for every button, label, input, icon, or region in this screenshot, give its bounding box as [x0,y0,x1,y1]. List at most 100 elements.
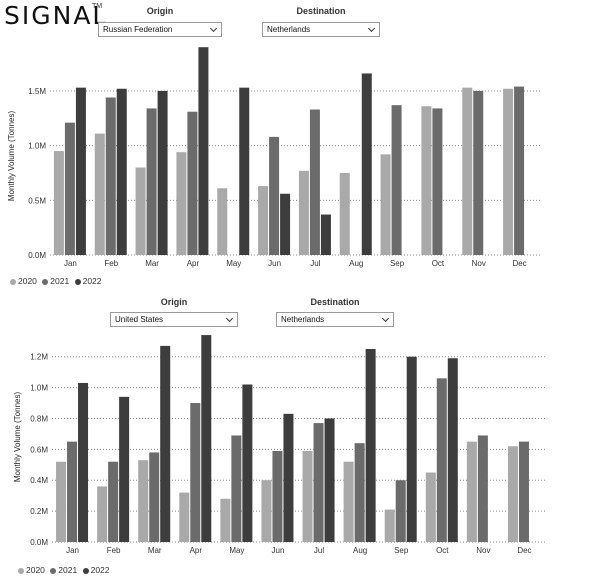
bar-2022-jul[interactable] [320,214,331,255]
x-tick-label: Sep [394,546,409,555]
legend-item[interactable]: 2021 [50,565,77,575]
bar-2020-jul[interactable] [302,450,313,542]
origin-dropdown[interactable]: Russian Federation [98,22,222,37]
chevron-down-icon [225,314,234,323]
destination-label: Destination [296,6,346,16]
bar-2020-mar[interactable] [138,460,149,542]
legend-item[interactable]: 2020 [10,276,37,286]
chevron-down-icon [367,24,376,33]
bar-2020-aug[interactable] [343,461,354,542]
bar-2021-apr[interactable] [187,111,198,255]
bar-2021-feb[interactable] [108,461,119,542]
chart-legend: 2020 2021 2022 [18,565,113,575]
legend-item[interactable]: 2022 [82,565,110,575]
x-tick-label: Oct [432,259,445,268]
bar-2020-dec[interactable] [503,88,514,255]
bar-2020-may[interactable] [220,498,231,542]
bar-2022-jan[interactable] [75,87,86,255]
y-tick-label: 0.2M [30,507,48,516]
bar-2020-mar[interactable] [135,167,146,256]
legend-item[interactable]: 2022 [74,276,102,286]
x-tick-label: Jul [310,259,320,268]
bar-2022-aug[interactable] [361,73,372,255]
bar-2021-jan[interactable] [64,122,75,255]
origin-dropdown[interactable]: United States [110,312,238,327]
legend-item[interactable]: 2021 [42,276,69,286]
bar-2022-apr[interactable] [201,335,212,542]
bar-2021-mar[interactable] [149,452,160,542]
bar-2020-nov[interactable] [462,87,473,255]
x-tick-label: Feb [107,546,121,555]
chart-legend: 2020 2021 2022 [10,276,105,286]
destination-value: Netherlands [281,315,325,324]
bar-2022-jan[interactable] [78,382,89,542]
bar-2020-oct[interactable] [425,472,436,542]
bar-2022-aug[interactable] [365,348,376,542]
x-tick-label: Feb [104,259,118,268]
bar-2020-jan[interactable] [53,151,64,255]
bar-2020-feb[interactable] [97,486,108,542]
bar-2021-oct[interactable] [436,378,447,542]
bar-2021-jun[interactable] [269,136,280,255]
bar-2020-dec[interactable] [507,446,518,542]
bar-2021-sep[interactable] [395,480,406,542]
origin-label: Origin [146,6,174,16]
bar-2022-jun[interactable] [280,193,291,255]
bar-2022-mar[interactable] [160,345,171,542]
x-tick-label: Dec [517,546,531,555]
x-tick-label: Nov [472,259,486,268]
bar-2021-mar[interactable] [146,108,157,255]
bar-2022-mar[interactable] [157,90,168,255]
bar-2022-may[interactable] [239,87,250,255]
y-tick-label: 1.5M [28,87,46,96]
bar-2021-jun[interactable] [272,450,283,542]
bar-2021-nov[interactable] [473,90,484,255]
bar-2020-apr[interactable] [176,152,187,255]
bar-2020-aug[interactable] [339,172,350,255]
bar-2022-feb[interactable] [116,88,127,255]
bar-2022-may[interactable] [242,384,253,543]
origin-label: Origin [160,297,188,307]
bar-2021-dec[interactable] [514,86,525,255]
bar-2020-sep[interactable] [384,509,395,542]
y-tick-label: 1.2M [30,353,48,362]
bar-2021-oct[interactable] [432,108,443,255]
x-tick-label: Oct [436,546,449,555]
chevron-down-icon [209,24,218,33]
bar-2020-feb[interactable] [94,133,105,255]
bar-2022-feb[interactable] [119,396,130,542]
bar-2020-nov[interactable] [466,441,477,542]
bar-2021-nov[interactable] [477,435,488,542]
bar-2020-oct[interactable] [421,106,432,255]
bar-2022-oct[interactable] [447,358,458,542]
bar-2021-jan[interactable] [67,441,78,542]
bar-2021-jul[interactable] [309,109,320,255]
bar-2020-jan[interactable] [56,461,67,542]
origin-value: United States [115,315,164,324]
chevron-down-icon [381,314,390,323]
bar-2021-may[interactable] [231,435,242,542]
bar-2021-sep[interactable] [391,105,402,255]
bar-2021-jul[interactable] [313,423,324,542]
bar-2021-feb[interactable] [105,97,116,256]
bar-2022-sep[interactable] [406,356,417,542]
bar-2020-jul[interactable] [298,170,309,255]
bar-2020-jun[interactable] [261,480,272,542]
bar-2020-jun[interactable] [258,186,269,255]
bar-2020-may[interactable] [217,188,228,255]
destination-dropdown[interactable]: Netherlands [276,312,394,327]
legend-item[interactable]: 2020 [18,565,45,575]
bar-2022-jul[interactable] [324,418,335,542]
bar-2021-apr[interactable] [190,403,201,542]
bar-chart-russia: 0.0M 0.5M 1.0M 1.5M Monthly Volume (Tonnes) J… [7,47,540,268]
bar-2022-apr[interactable] [198,47,209,255]
x-tick-label: Sep [390,259,405,268]
bar-2021-aug[interactable] [354,443,365,542]
bar-2020-apr[interactable] [179,492,190,542]
bar-2022-jun[interactable] [283,413,294,542]
destination-dropdown[interactable]: Netherlands [262,22,380,37]
y-tick-label: 1.0M [30,384,48,393]
bar-2021-dec[interactable] [518,441,529,542]
x-tick-label: Apr [190,546,203,555]
bar-2020-sep[interactable] [380,154,391,255]
